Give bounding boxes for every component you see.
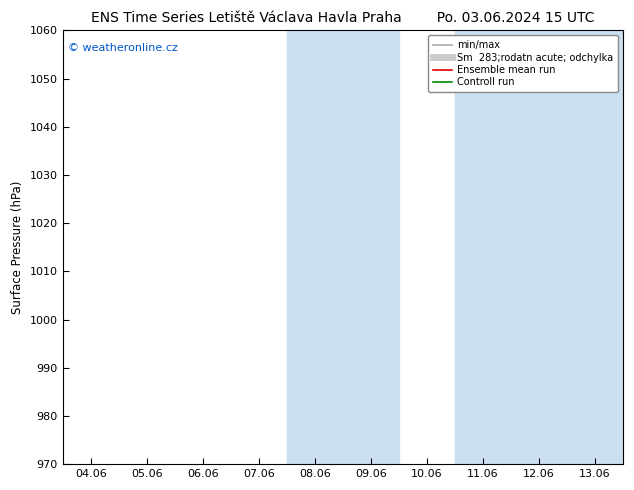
Legend: min/max, Sm  283;rodatn acute; odchylka, Ensemble mean run, Controll run: min/max, Sm 283;rodatn acute; odchylka, … [428, 35, 618, 92]
Bar [287, 30, 399, 464]
Title: ENS Time Series Letiště Václava Havla Praha        Po. 03.06.2024 15 UTC: ENS Time Series Letiště Václava Havla Pr… [91, 11, 595, 25]
Bar [455, 30, 623, 464]
Text: © weatheronline.cz: © weatheronline.cz [68, 44, 178, 53]
Y-axis label: Surface Pressure (hPa): Surface Pressure (hPa) [11, 180, 24, 314]
